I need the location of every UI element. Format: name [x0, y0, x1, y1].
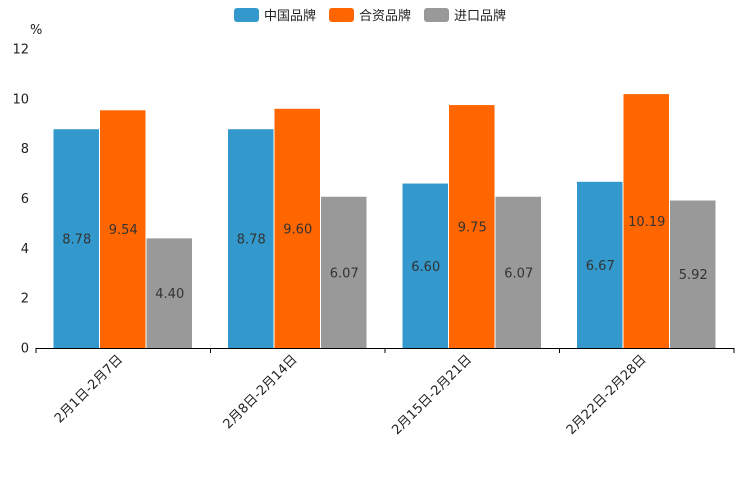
y-axis-unit-label: %	[30, 23, 42, 38]
y-tick-label: 4	[21, 242, 29, 257]
data-label: 6.07	[330, 266, 359, 281]
data-label: 5.92	[679, 268, 708, 283]
data-label: 6.67	[586, 259, 615, 274]
y-tick-label: 12	[12, 43, 29, 58]
data-label: 8.78	[237, 233, 266, 248]
data-label: 9.75	[458, 221, 487, 236]
legend-swatch	[329, 8, 354, 22]
data-label: 9.54	[109, 223, 138, 238]
bar	[577, 181, 623, 348]
bar	[274, 108, 320, 348]
bars	[53, 94, 716, 348]
data-label: 6.60	[411, 260, 440, 275]
data-label: 10.19	[628, 215, 665, 230]
x-tick-label: 2月8日-2月14日	[221, 352, 301, 432]
data-label: 9.60	[283, 222, 312, 237]
bar	[495, 196, 541, 348]
bar	[670, 200, 716, 348]
bar	[146, 238, 192, 348]
x-axis: 2月1日-2月7日 2月8日-2月14日 2月15日-2月21日 2月22日-2月28…	[35, 348, 735, 438]
data-label: 6.07	[504, 266, 533, 281]
y-tick-label: 2	[21, 292, 29, 307]
y-tick-label: 10	[12, 92, 29, 107]
bar	[100, 110, 146, 348]
bar	[623, 94, 669, 348]
x-tick-label: 2月1日-2月7日	[52, 352, 126, 426]
y-tick-label: 0	[21, 342, 29, 357]
x-tick-label: 2月22日-2月28日	[564, 352, 650, 438]
bar	[228, 129, 274, 348]
y-axis-ticks: 0 2 4 6 8 10 12	[12, 43, 29, 357]
legend-label: 进口品牌	[454, 8, 506, 24]
x-tick-label: 2月15日-2月21日	[389, 352, 475, 438]
bar	[402, 183, 448, 348]
data-label: 4.40	[155, 287, 184, 302]
bar	[321, 196, 367, 348]
bar	[449, 105, 495, 348]
data-label: 8.78	[62, 233, 91, 248]
legend: 中国品牌 合资品牌 进口品牌	[234, 8, 506, 24]
bar	[53, 129, 99, 348]
y-tick-label: 6	[21, 192, 29, 207]
legend-swatch	[424, 8, 449, 22]
y-tick-label: 8	[21, 142, 29, 157]
data-labels: 8.78 9.54 4.40 8.78 9.60 6.07 6.60 9.75 6.07 6.67…	[62, 215, 707, 302]
legend-label: 中国品牌	[264, 8, 316, 24]
legend-label: 合资品牌	[359, 8, 411, 24]
legend-swatch	[234, 8, 259, 22]
